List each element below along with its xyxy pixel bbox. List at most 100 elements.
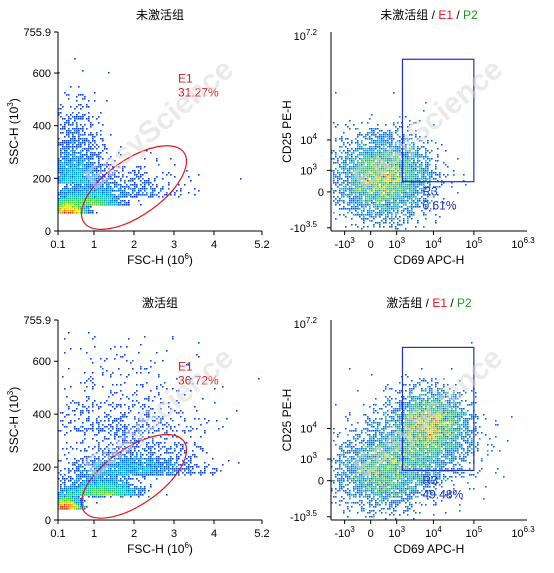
data-point <box>86 482 88 484</box>
data-point <box>389 142 391 144</box>
data-point <box>88 194 90 196</box>
data-point <box>78 136 80 138</box>
data-point <box>413 144 415 146</box>
data-point <box>180 444 182 446</box>
data-point <box>409 392 411 394</box>
data-point <box>411 146 413 148</box>
data-point <box>433 172 435 174</box>
data-point <box>425 170 427 172</box>
data-point <box>389 388 391 390</box>
data-point <box>96 144 98 146</box>
data-point <box>60 112 62 114</box>
data-point <box>90 146 92 148</box>
data-point <box>60 150 62 152</box>
data-point <box>383 136 385 138</box>
data-point <box>373 194 375 196</box>
data-point <box>389 192 391 194</box>
data-point <box>395 176 397 178</box>
data-point <box>379 194 381 196</box>
data-point <box>403 168 405 170</box>
data-point <box>152 454 154 456</box>
data-point <box>74 190 76 192</box>
data-point <box>208 464 210 466</box>
data-point <box>409 390 411 392</box>
data-point <box>413 184 415 186</box>
data-point <box>96 192 98 194</box>
data-point <box>128 172 130 174</box>
data-point <box>86 202 88 204</box>
y-max-label: 107.2 <box>294 28 318 43</box>
data-point <box>152 460 154 462</box>
data-point <box>375 164 377 166</box>
data-point <box>90 198 92 200</box>
data-point <box>349 162 351 164</box>
data-point <box>154 464 156 466</box>
data-point <box>126 474 128 476</box>
data-point <box>170 472 172 474</box>
data-point <box>122 166 124 168</box>
data-point <box>377 160 379 162</box>
data-point <box>84 96 86 98</box>
data-point <box>90 148 92 150</box>
data-point <box>68 176 70 178</box>
data-point <box>102 200 104 202</box>
data-point <box>144 474 146 476</box>
data-point <box>391 162 393 164</box>
data-point <box>82 106 84 108</box>
data-point <box>62 478 64 480</box>
data-point <box>341 172 343 174</box>
data-point <box>369 148 371 150</box>
data-point <box>198 190 200 192</box>
data-point <box>397 170 399 172</box>
data-point <box>86 400 88 402</box>
data-point <box>437 148 439 150</box>
data-point <box>391 188 393 190</box>
data-point <box>369 212 371 214</box>
data-point <box>134 458 136 460</box>
data-point <box>146 192 148 194</box>
data-point <box>124 470 126 472</box>
data-point <box>373 156 375 158</box>
data-point <box>411 390 413 392</box>
x-axis-label: CD69 APC-H <box>394 253 465 267</box>
data-point <box>176 458 178 460</box>
data-point <box>88 208 90 210</box>
data-point <box>118 202 120 204</box>
data-point <box>365 160 367 162</box>
data-point <box>180 470 182 472</box>
data-point <box>76 144 78 146</box>
data-point <box>383 184 385 186</box>
data-point <box>60 142 62 144</box>
data-point <box>102 372 104 374</box>
data-point <box>172 458 174 460</box>
data-point <box>82 174 84 176</box>
data-point <box>120 472 122 474</box>
data-point <box>74 208 76 210</box>
data-point <box>395 208 397 210</box>
data-point <box>84 172 86 174</box>
data-point <box>72 410 74 412</box>
data-point <box>421 178 423 180</box>
data-point <box>76 494 78 496</box>
data-point <box>335 156 337 158</box>
data-point <box>148 372 150 374</box>
data-point <box>98 122 100 124</box>
data-point <box>409 402 411 404</box>
data-point <box>80 138 82 140</box>
data-point <box>415 152 417 154</box>
data-point <box>453 170 455 172</box>
data-point <box>341 178 343 180</box>
data-point <box>122 476 124 478</box>
x-tick-label: -103 <box>334 236 355 251</box>
data-point <box>385 148 387 150</box>
data-point <box>80 152 82 154</box>
data-point <box>375 398 377 400</box>
data-point <box>349 154 351 156</box>
data-point <box>403 218 405 220</box>
data-point <box>82 140 84 142</box>
data-point <box>72 506 74 508</box>
data-point <box>76 496 78 498</box>
data-point <box>196 354 198 356</box>
data-point <box>120 488 122 490</box>
